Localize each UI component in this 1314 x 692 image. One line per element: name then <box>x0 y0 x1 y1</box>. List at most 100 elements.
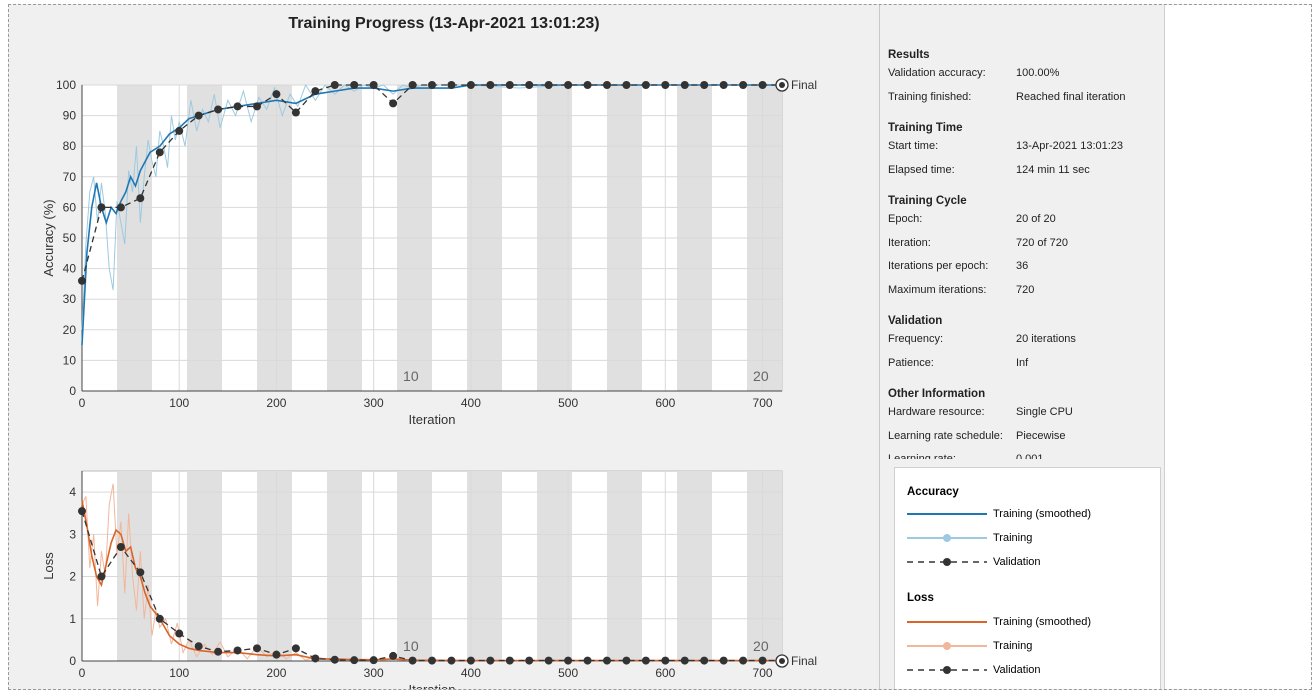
info-row: Start time: 13-Apr-2021 13:01:23 <box>888 140 1158 164</box>
info-label: Iteration: <box>888 237 1016 249</box>
x-tick-label: 400 <box>461 396 481 410</box>
final-label: Final <box>791 654 817 668</box>
validation-point <box>195 112 203 120</box>
validation-point <box>389 652 397 660</box>
validation-point <box>700 657 708 665</box>
validation-point <box>486 657 494 665</box>
legend-label: Validation <box>993 664 1041 676</box>
validation-point <box>584 657 592 665</box>
validation-point <box>78 507 86 515</box>
validation-point <box>234 102 242 110</box>
epoch-band <box>257 471 292 661</box>
validation-point <box>234 646 242 654</box>
x-tick-label: 300 <box>364 666 384 680</box>
validation-point <box>467 81 475 89</box>
info-row: Frequency: 20 iterations <box>888 333 1158 357</box>
validation-point <box>370 81 378 89</box>
info-value: 124 min 11 sec <box>1016 164 1158 176</box>
dashed-marker-swatch-icon <box>907 556 987 568</box>
info-value: 36 <box>1016 260 1158 272</box>
y-tick-label: 0 <box>69 654 76 668</box>
training-progress-window: Training Progress (13-Apr-2021 13:01:23)… <box>8 4 1312 690</box>
empty-region <box>1164 5 1312 690</box>
x-tick-label: 200 <box>266 396 286 410</box>
epoch-band <box>327 471 362 661</box>
validation-point <box>350 656 358 664</box>
x-tick-label: 700 <box>753 396 773 410</box>
info-value: Inf <box>1016 357 1158 369</box>
validation-point <box>681 81 689 89</box>
legend-acc-validation: Validation <box>907 556 1041 568</box>
validation-point <box>681 657 689 665</box>
info-row: Training finished: Reached final iteratio… <box>888 91 1158 115</box>
y-tick-label: 90 <box>63 109 77 123</box>
validation-point <box>272 651 280 659</box>
validation-point <box>700 81 708 89</box>
legend-label: Training (smoothed) <box>993 616 1091 628</box>
validation-point <box>292 644 300 652</box>
legend-accuracy-header: Accuracy <box>907 486 959 498</box>
line-swatch-icon <box>907 508 987 520</box>
y-tick-label: 20 <box>63 323 77 337</box>
info-label: Hardware resource: <box>888 406 1016 418</box>
validation-point <box>409 81 417 89</box>
validation-point <box>642 657 650 665</box>
validation-point <box>759 657 767 665</box>
validation-point <box>136 568 144 576</box>
info-label: Frequency: <box>888 333 1016 345</box>
y-tick-label: 2 <box>69 570 76 584</box>
x-tick-label: 200 <box>266 666 286 680</box>
info-row: Validation accuracy: 100.00% <box>888 67 1158 91</box>
validation-point <box>311 654 319 662</box>
info-value: 20 iterations <box>1016 333 1158 345</box>
x-tick-label: 400 <box>461 666 481 680</box>
y-tick-label: 100 <box>56 78 76 92</box>
section-header: Training Time <box>888 122 1158 134</box>
validation-point <box>136 194 144 202</box>
validation-point <box>78 277 86 285</box>
info-panel: Results Validation accuracy: 100.00% Traini… <box>879 5 1165 690</box>
validation-point <box>253 644 261 652</box>
legend-acc-raw: Training <box>907 532 1032 544</box>
validation-point <box>447 81 455 89</box>
info-value: 720 of 720 <box>1016 237 1158 249</box>
validation-point <box>253 102 261 110</box>
validation-point <box>720 81 728 89</box>
validation-point <box>156 615 164 623</box>
validation-point <box>447 657 455 665</box>
x-tick-label: 600 <box>655 666 675 680</box>
info-value: 20 of 20 <box>1016 213 1158 225</box>
info-row: Iterations per epoch: 36 <box>888 260 1158 284</box>
validation-point <box>156 148 164 156</box>
x-tick-label: 500 <box>558 666 578 680</box>
y-tick-label: 1 <box>69 612 76 626</box>
y-tick-label: 70 <box>63 170 77 184</box>
plots-area: Training Progress (13-Apr-2021 13:01:23)… <box>9 5 879 690</box>
section-header: Training Cycle <box>888 195 1158 207</box>
info-label: Epoch: <box>888 213 1016 225</box>
validation-point <box>195 642 203 650</box>
validation-point <box>622 81 630 89</box>
x-axis-label: Iteration <box>409 412 456 427</box>
validation-point <box>428 657 436 665</box>
legend-box: Accuracy Training (smoothed) Training Va… <box>894 467 1161 690</box>
validation-point <box>97 573 105 581</box>
x-tick-label: 700 <box>753 666 773 680</box>
section-header: Validation <box>888 315 1158 327</box>
validation-point <box>622 657 630 665</box>
legend-label: Validation <box>993 556 1041 568</box>
validation-point <box>486 81 494 89</box>
validation-point <box>720 657 728 665</box>
validation-point <box>331 656 339 664</box>
legend-loss-header: Loss <box>907 592 934 604</box>
info-row: Learning rate schedule: Piecewise <box>888 430 1158 454</box>
info-label: Learning rate schedule: <box>888 430 1016 442</box>
epoch-band <box>187 471 222 661</box>
epoch-band <box>397 471 432 661</box>
accuracy-chart: 0 100 200 300 400 500 600 700010203040506070809… <box>9 35 879 475</box>
validation-point <box>292 109 300 117</box>
y-tick-label: 30 <box>63 292 77 306</box>
validation-point <box>389 99 397 107</box>
validation-point <box>506 81 514 89</box>
info-value: 13-Apr-2021 13:01:23 <box>1016 140 1158 152</box>
